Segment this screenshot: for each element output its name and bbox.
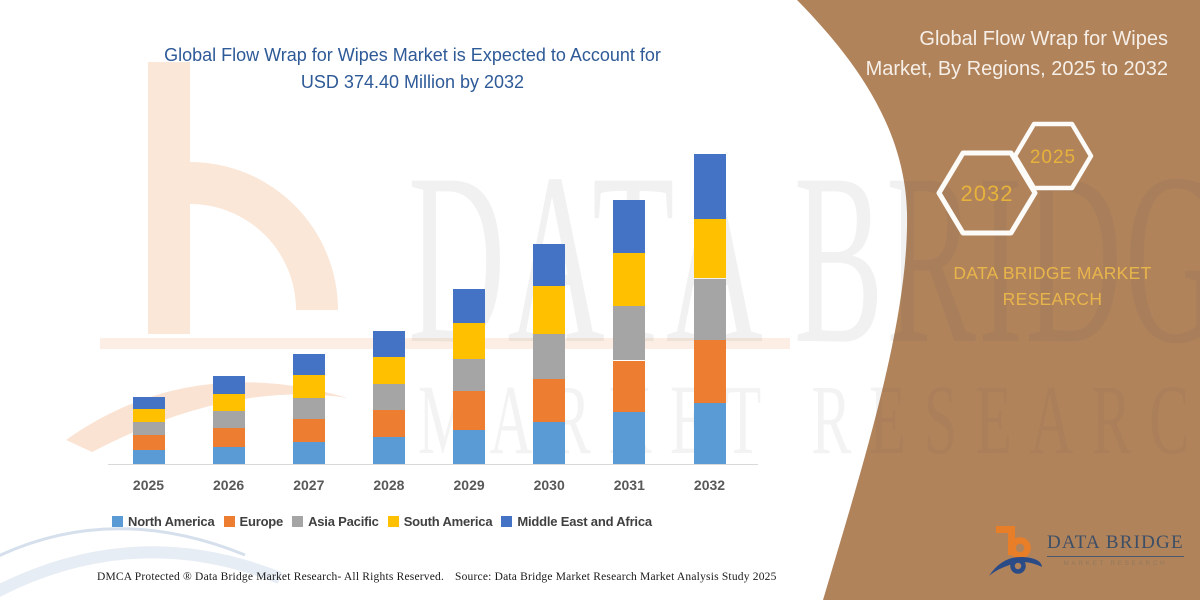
legend-item: Europe	[223, 514, 284, 529]
legend-label: North America	[128, 514, 215, 529]
bar-segment-south-america	[372, 357, 405, 384]
legend-item: Middle East and Africa	[501, 514, 652, 529]
bar-segment-south-america	[212, 393, 245, 411]
hexagon-2025-label: 2025	[1030, 147, 1076, 168]
x-axis-label: 2025	[132, 477, 165, 493]
bar-segment-middle-east-and-africa	[212, 376, 245, 394]
bar-segment-asia-pacific	[292, 397, 325, 420]
peach-logo-watermark	[66, 62, 790, 452]
chart-title: Global Flow Wrap for Wipes Market is Exp…	[95, 42, 730, 96]
dbmr-logo-text: DATA BRIDGE MARKET RESEARCH	[1047, 532, 1184, 567]
x-axis-label: 2029	[453, 477, 485, 493]
bar-segment-middle-east-and-africa	[453, 288, 486, 324]
x-axis-line	[108, 464, 758, 465]
bar-segment-north-america	[132, 449, 165, 464]
bar-segment-south-america	[453, 323, 486, 359]
legend-swatch	[112, 516, 123, 527]
bar-segment-asia-pacific	[212, 411, 245, 429]
bar-segment-south-america	[613, 252, 646, 306]
hexagon-2025: 2025	[1012, 121, 1094, 191]
panel-title-line1: Global Flow Wrap for Wipes	[919, 28, 1168, 50]
x-axis-label: 2027	[293, 477, 325, 493]
bar-segment-north-america	[372, 436, 405, 464]
legend: North America Europe Asia Pacific South Ame…	[112, 514, 652, 529]
bar-segment-europe	[693, 339, 726, 403]
dbmr-wordmark: DATA BRIDGE	[1047, 532, 1184, 557]
footer-source: Source: Data Bridge Market Research Mark…	[455, 571, 777, 583]
bar-segment-asia-pacific	[693, 278, 726, 340]
bar-segment-asia-pacific	[453, 358, 486, 392]
bar-segment-north-america	[453, 430, 486, 464]
legend-label: Middle East and Africa	[517, 514, 652, 529]
bar-segment-asia-pacific	[132, 421, 165, 435]
bar-segment-europe	[212, 428, 245, 447]
legend-item: Asia Pacific	[292, 514, 379, 529]
bar-segment-south-america	[132, 409, 165, 422]
bar-segment-asia-pacific	[613, 305, 646, 361]
legend-swatch	[223, 516, 235, 527]
bar-segment-south-america	[533, 286, 566, 334]
panel-brand-text: DATA BRIDGE MARKET RESEARCH	[953, 263, 1152, 309]
bar-segment-middle-east-and-africa	[292, 353, 325, 376]
panel-title-line2: Market, By Regions, 2025 to 2032	[865, 58, 1168, 80]
bar-segment-europe	[613, 360, 646, 412]
x-axis-label: 2032	[693, 477, 726, 493]
bar-segment-north-america	[533, 421, 566, 464]
dbmr-logo-icon	[989, 526, 1042, 576]
legend-swatch	[501, 516, 513, 527]
bar-segment-europe	[533, 378, 566, 422]
logo-b-glyph	[996, 526, 1031, 559]
bar-segment-south-america	[292, 375, 325, 398]
x-axis-label: 2028	[373, 477, 405, 493]
bar-segment-asia-pacific	[533, 334, 566, 379]
legend-item: South America	[387, 514, 493, 529]
legend-item: North America	[112, 514, 215, 529]
legend-label: Asia Pacific	[308, 514, 379, 529]
bar-segment-asia-pacific	[372, 383, 405, 411]
bar-segment-middle-east-and-africa	[533, 243, 566, 286]
bar-segment-north-america	[613, 411, 646, 464]
x-axis-label: 2030	[533, 477, 565, 493]
bar-segment-europe	[132, 435, 165, 450]
chart-title-line1: Global Flow Wrap for Wipes Market is Exp…	[164, 45, 661, 65]
panel-title: Global Flow Wrap for Wipes Market, By Re…	[838, 24, 1168, 84]
chart-title-line2: USD 374.40 Million by 2032	[300, 72, 525, 92]
legend-swatch	[292, 516, 304, 527]
legend-label: South America	[403, 514, 493, 529]
x-axis-label: 2031	[613, 477, 645, 493]
hexagon-2032: 2032	[936, 150, 1038, 236]
bar-segment-middle-east-and-africa	[132, 396, 165, 410]
bar-segment-europe	[453, 391, 486, 430]
bar-segment-middle-east-and-africa	[693, 154, 726, 219]
x-axis-label: 2026	[213, 477, 245, 493]
logo-swoosh	[989, 556, 1042, 576]
bar-segment-middle-east-and-africa	[613, 199, 646, 253]
bar-segment-middle-east-and-africa	[372, 330, 405, 358]
hexagon-2032-label: 2032	[961, 181, 1014, 206]
bar-segment-north-america	[212, 446, 245, 464]
bar-segment-south-america	[693, 218, 726, 279]
legend-swatch	[387, 516, 399, 527]
bar-segment-north-america	[693, 402, 726, 464]
blue-arc-watermark	[0, 527, 283, 597]
bar-segment-north-america	[292, 441, 325, 464]
bar-segment-europe	[292, 419, 325, 442]
dbmr-subtext: MARKET RESEARCH	[1063, 560, 1168, 567]
brown-panel-shape	[797, 0, 1200, 600]
legend-label: Europe	[239, 514, 284, 529]
bar-segment-europe	[372, 410, 405, 437]
hexagon-badges: 2032 2025	[936, 121, 1094, 236]
footer-dmca: DMCA Protected ® Data Bridge Market Rese…	[97, 571, 445, 583]
